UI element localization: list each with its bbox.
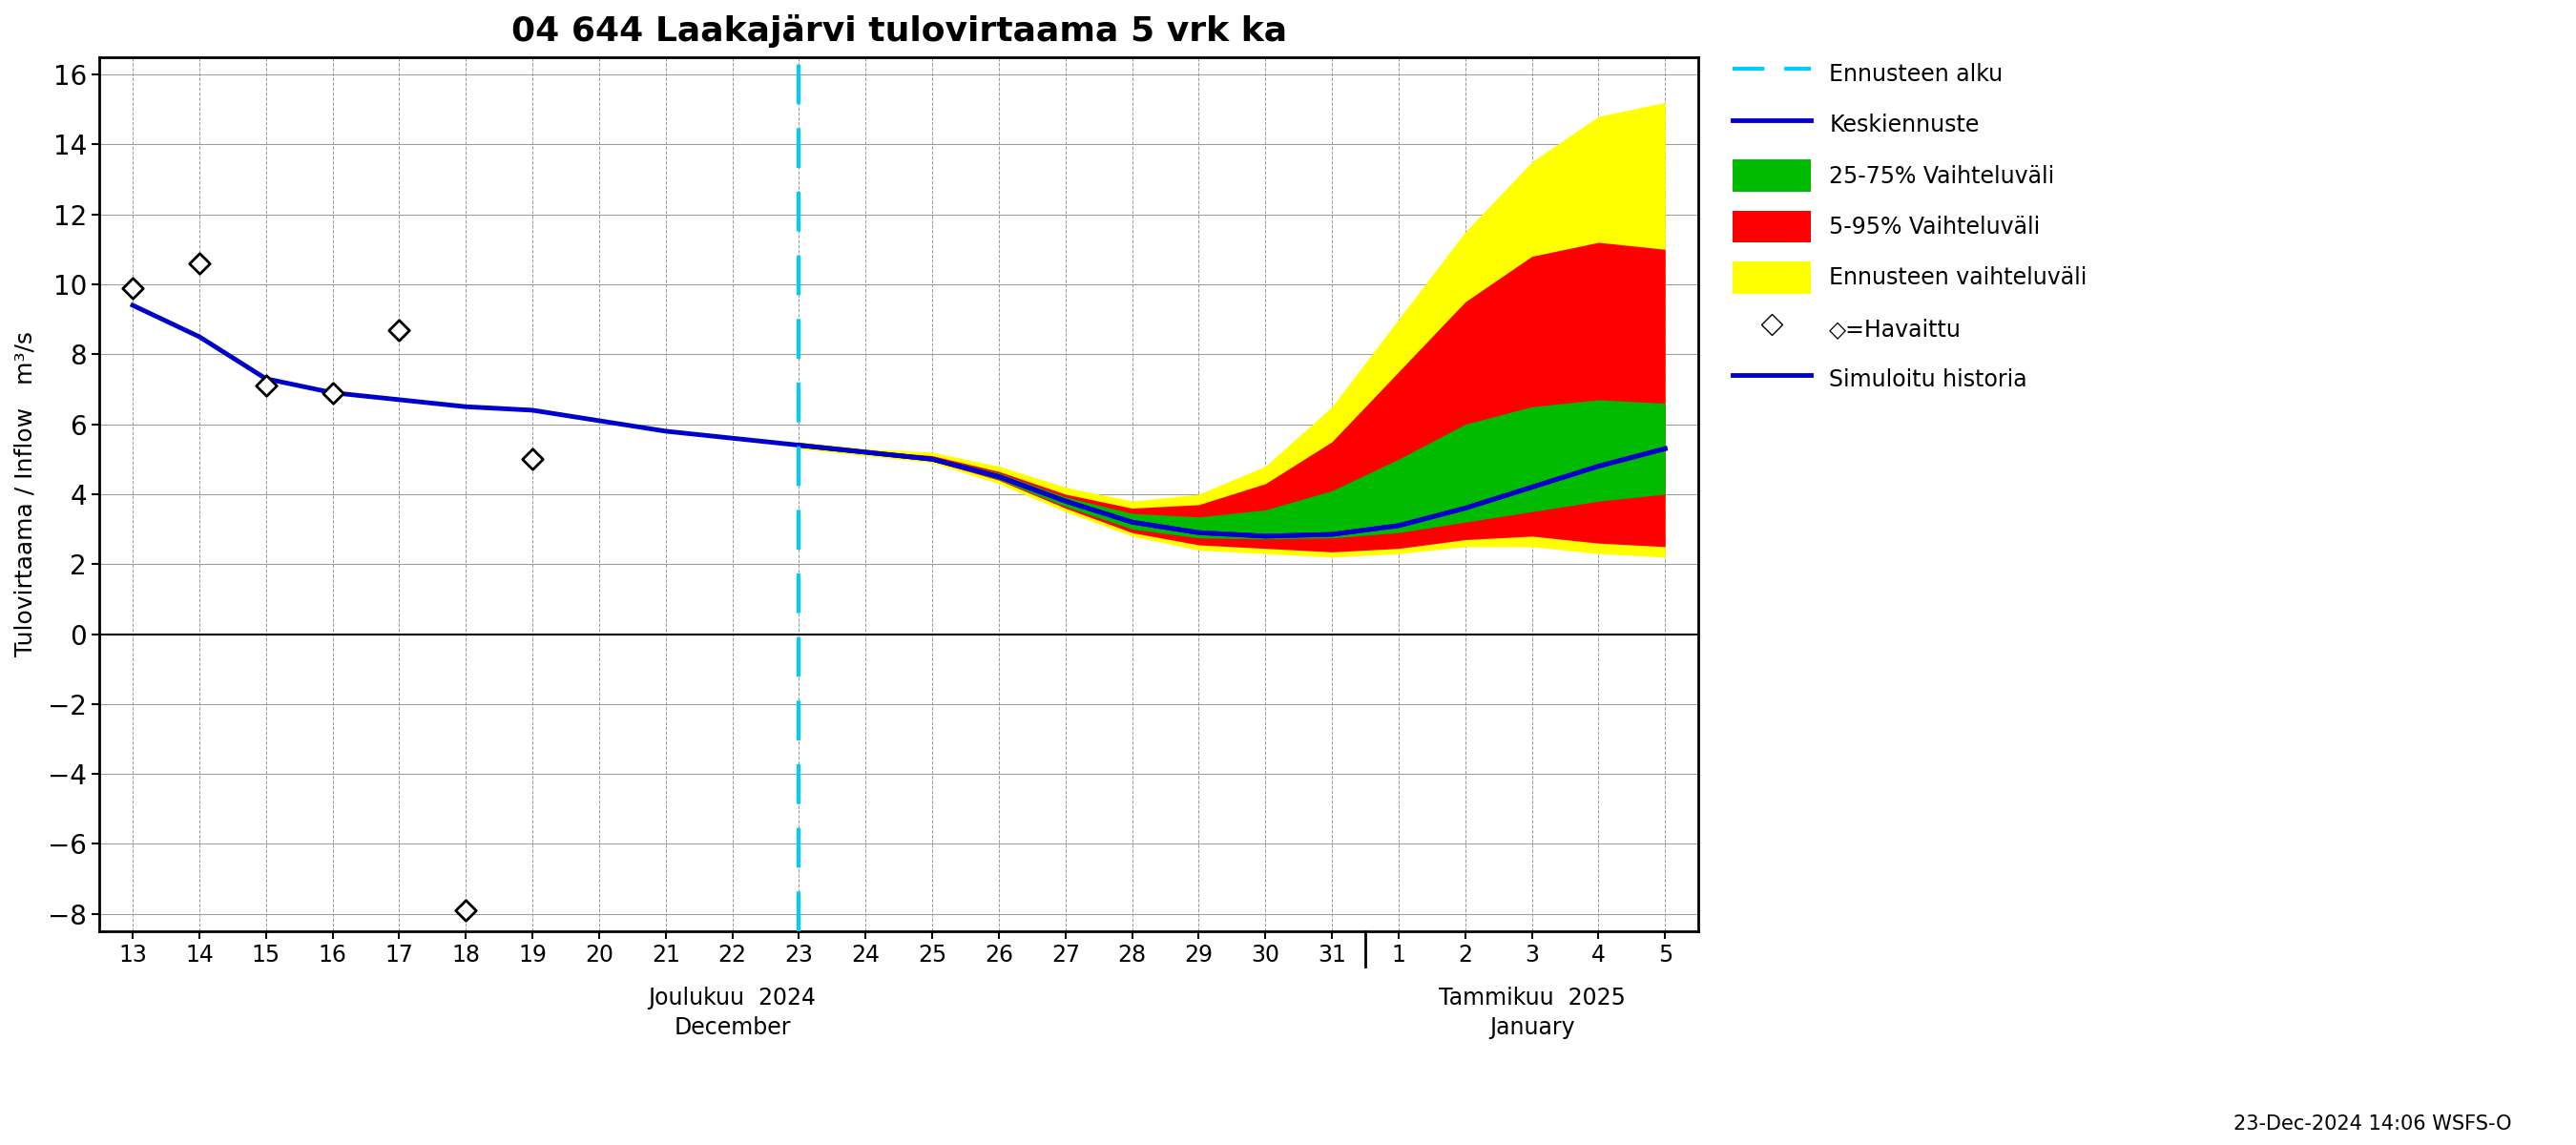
Text: Tammikuu  2025: Tammikuu 2025 bbox=[1437, 987, 1625, 1010]
Point bbox=[513, 450, 554, 468]
Point bbox=[113, 278, 155, 297]
Text: December: December bbox=[675, 1017, 791, 1040]
Text: January: January bbox=[1489, 1017, 1574, 1040]
Point bbox=[245, 377, 286, 395]
Text: Joulukuu  2024: Joulukuu 2024 bbox=[649, 987, 817, 1010]
Text: 23-Dec-2024 14:06 WSFS-O: 23-Dec-2024 14:06 WSFS-O bbox=[2233, 1114, 2512, 1134]
Point bbox=[312, 384, 353, 402]
Y-axis label: Tulovirtaama / Inflow   m³/s: Tulovirtaama / Inflow m³/s bbox=[15, 331, 36, 657]
Title: 04 644 Laakajärvi tulovirtaama 5 vrk ka: 04 644 Laakajärvi tulovirtaama 5 vrk ka bbox=[510, 14, 1288, 48]
Point bbox=[379, 321, 420, 339]
Point bbox=[446, 901, 487, 919]
Legend: Ennusteen alku, Keskiennuste, 25-75% Vaihteluväli, 5-95% Vaihteluväli, Ennusteen: Ennusteen alku, Keskiennuste, 25-75% Vai… bbox=[1726, 50, 2094, 402]
Point bbox=[178, 254, 219, 273]
